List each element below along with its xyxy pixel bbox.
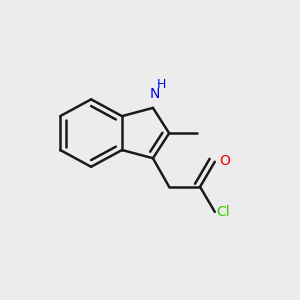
Text: O: O <box>219 154 230 168</box>
Text: H: H <box>157 78 167 92</box>
Text: Cl: Cl <box>216 206 230 219</box>
Text: N: N <box>149 87 160 101</box>
